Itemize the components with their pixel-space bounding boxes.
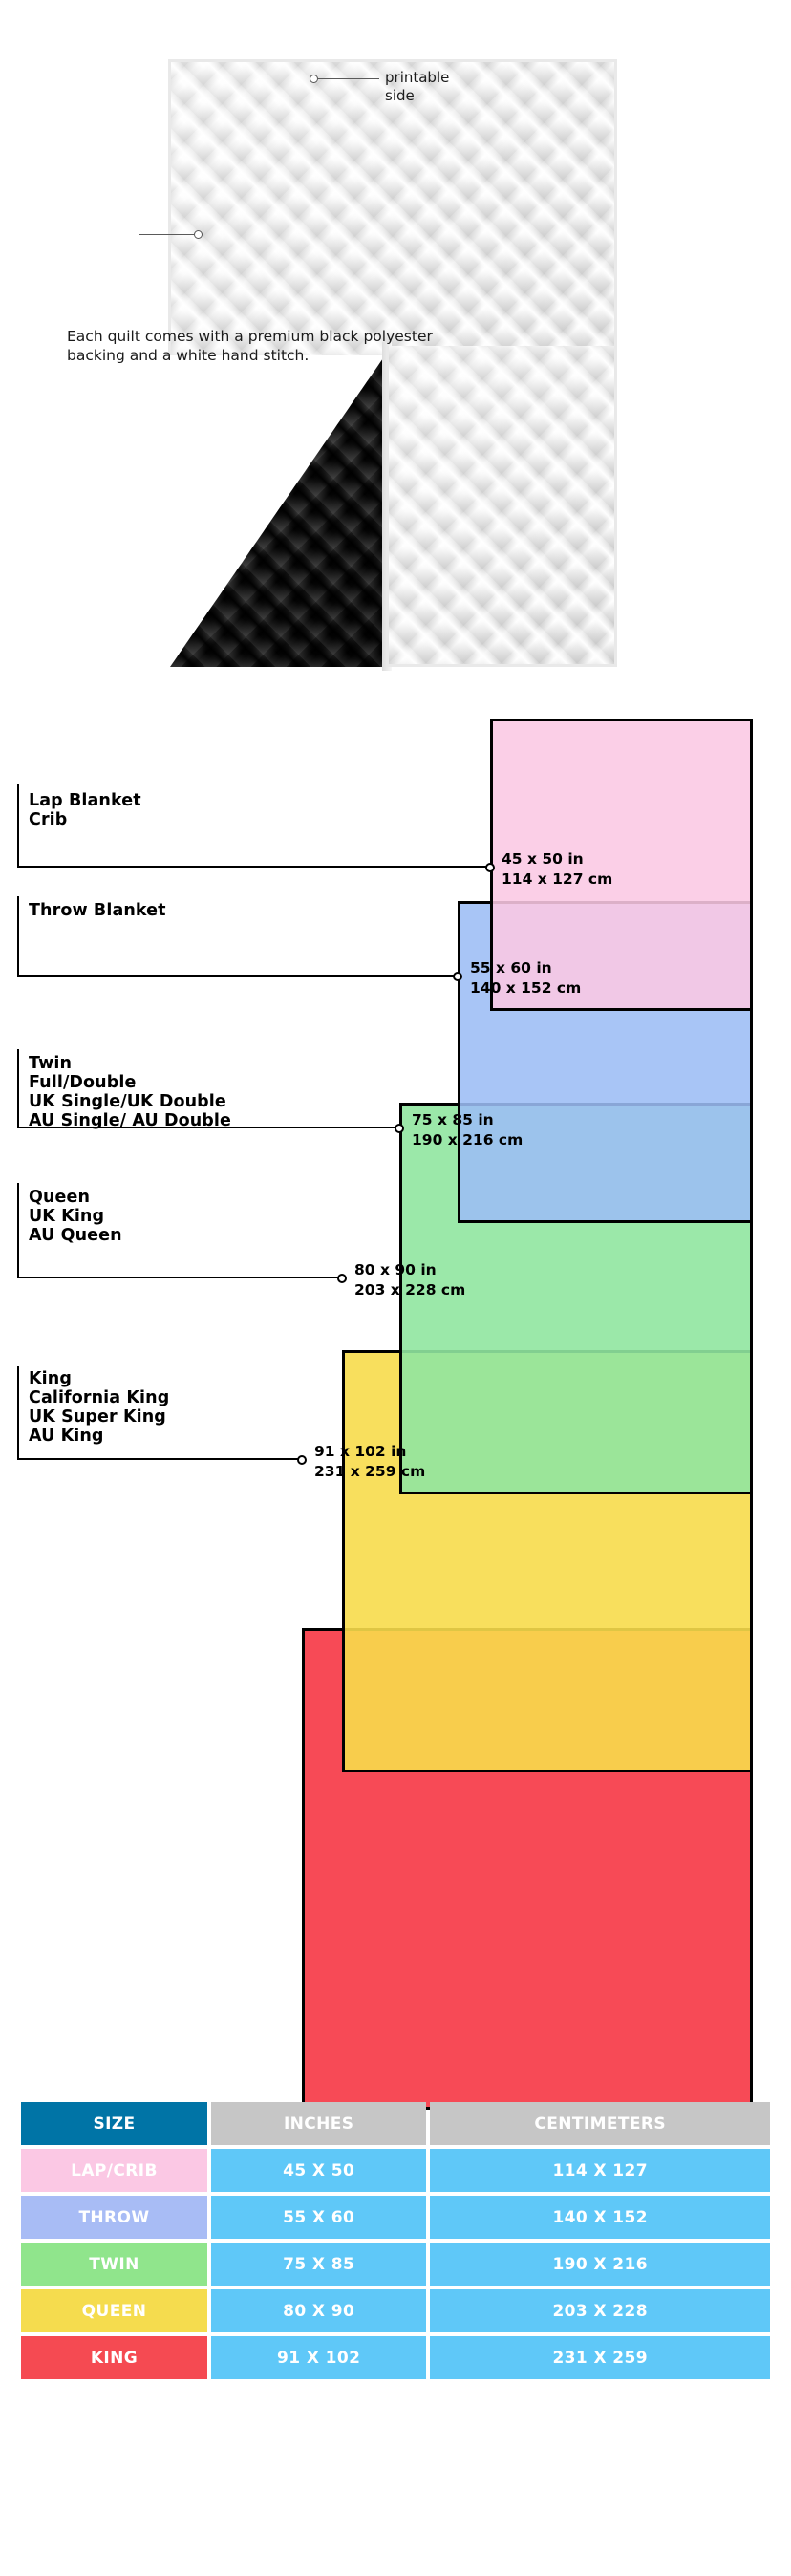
category-label-queen: Queen UK King AU Queen xyxy=(29,1188,122,1245)
leader-bracket-king xyxy=(17,1366,302,1460)
table-cell-size-twin: TWIN xyxy=(21,2243,207,2286)
leader-bracket-lap xyxy=(17,784,490,868)
printable-side-callout-label: printable side xyxy=(385,69,450,104)
table-cell-cm-queen: 203 X 228 xyxy=(430,2289,770,2332)
table-cell-inches-twin: 75 X 85 xyxy=(211,2243,427,2286)
printable-side-callout-dot xyxy=(310,75,318,83)
leader-bracket-throw xyxy=(17,896,458,977)
quilt-image xyxy=(168,59,617,671)
dimension-label-throw-inches: 55 x 60 in xyxy=(470,959,552,977)
table-cell-size-queen: QUEEN xyxy=(21,2289,207,2332)
table-row: THROW 55 X 60 140 X 152 xyxy=(21,2196,770,2239)
table-row: TWIN 75 X 85 190 X 216 xyxy=(21,2243,770,2286)
quilt-white-face-top xyxy=(168,59,617,355)
size-box-lap[interactable] xyxy=(490,719,753,1011)
table-cell-size-lap: LAP/CRIB xyxy=(21,2149,207,2192)
table-cell-inches-lap: 45 X 50 xyxy=(211,2149,427,2192)
table-header-size: SIZE xyxy=(21,2102,207,2145)
leader-dot-queen xyxy=(337,1274,347,1283)
table-header-inches: INCHES xyxy=(211,2102,427,2145)
table-cell-inches-throw: 55 X 60 xyxy=(211,2196,427,2239)
category-label-twin: Twin Full/Double UK Single/UK Double AU … xyxy=(29,1054,231,1130)
dimension-label-throw-cm: 140 x 152 cm xyxy=(470,979,582,997)
dimension-label-twin-inches: 75 x 85 in xyxy=(412,1111,494,1128)
table-row: QUEEN 80 X 90 203 X 228 xyxy=(21,2289,770,2332)
black-backing-callout-dot xyxy=(194,230,203,239)
table-cell-size-king: KING xyxy=(21,2336,207,2379)
table-cell-cm-throw: 140 X 152 xyxy=(430,2196,770,2239)
leader-dot-twin xyxy=(395,1124,404,1133)
table-row: LAP/CRIB 45 X 50 114 X 127 xyxy=(21,2149,770,2192)
table-cell-size-throw: THROW xyxy=(21,2196,207,2239)
dimension-label-queen-cm: 203 x 228 cm xyxy=(354,1281,466,1299)
size-table: SIZE INCHES CENTIMETERS LAP/CRIB 45 X 50… xyxy=(17,2098,774,2383)
leader-dot-king xyxy=(297,1455,307,1465)
black-backing-callout-line-h xyxy=(139,234,194,236)
category-label-throw: Throw Blanket xyxy=(29,901,166,920)
dimension-label-queen-inches: 80 x 90 in xyxy=(354,1261,437,1278)
dimension-label-lap-inches: 45 x 50 in xyxy=(502,850,584,868)
leader-bracket-twin xyxy=(17,1049,399,1128)
category-label-lap: Lap Blanket Crib xyxy=(29,791,141,829)
dimension-label-twin-cm: 190 x 216 cm xyxy=(412,1131,524,1148)
category-label-king: King California King UK Super King AU Ki… xyxy=(29,1369,170,1446)
table-cell-cm-twin: 190 X 216 xyxy=(430,2243,770,2286)
quilt-white-face-right xyxy=(386,346,617,667)
table-header-row: SIZE INCHES CENTIMETERS xyxy=(21,2102,770,2145)
table-cell-inches-queen: 80 X 90 xyxy=(211,2289,427,2332)
table-row: KING 91 X 102 231 X 259 xyxy=(21,2336,770,2379)
quilt-illustration-section: printable side Each quilt comes with a p… xyxy=(0,0,791,671)
printable-side-callout-line xyxy=(318,78,379,80)
table-cell-cm-king: 231 X 259 xyxy=(430,2336,770,2379)
size-comparison-diagram: Lap Blanket Crib 45 x 50 in 114 x 127 cm… xyxy=(0,392,791,2110)
table-cell-inches-king: 91 X 102 xyxy=(211,2336,427,2379)
leader-dot-throw xyxy=(453,972,462,981)
leader-dot-lap xyxy=(485,863,495,872)
quilt-caption: Each quilt comes with a premium black po… xyxy=(67,328,433,364)
table-header-centimeters: CENTIMETERS xyxy=(430,2102,770,2145)
dimension-label-lap-cm: 114 x 127 cm xyxy=(502,870,613,888)
dimension-label-king-inches: 91 x 102 in xyxy=(314,1443,407,1460)
dimension-label-king-cm: 231 x 259 cm xyxy=(314,1463,426,1480)
table-cell-cm-lap: 114 X 127 xyxy=(430,2149,770,2192)
leader-bracket-queen xyxy=(17,1183,342,1278)
